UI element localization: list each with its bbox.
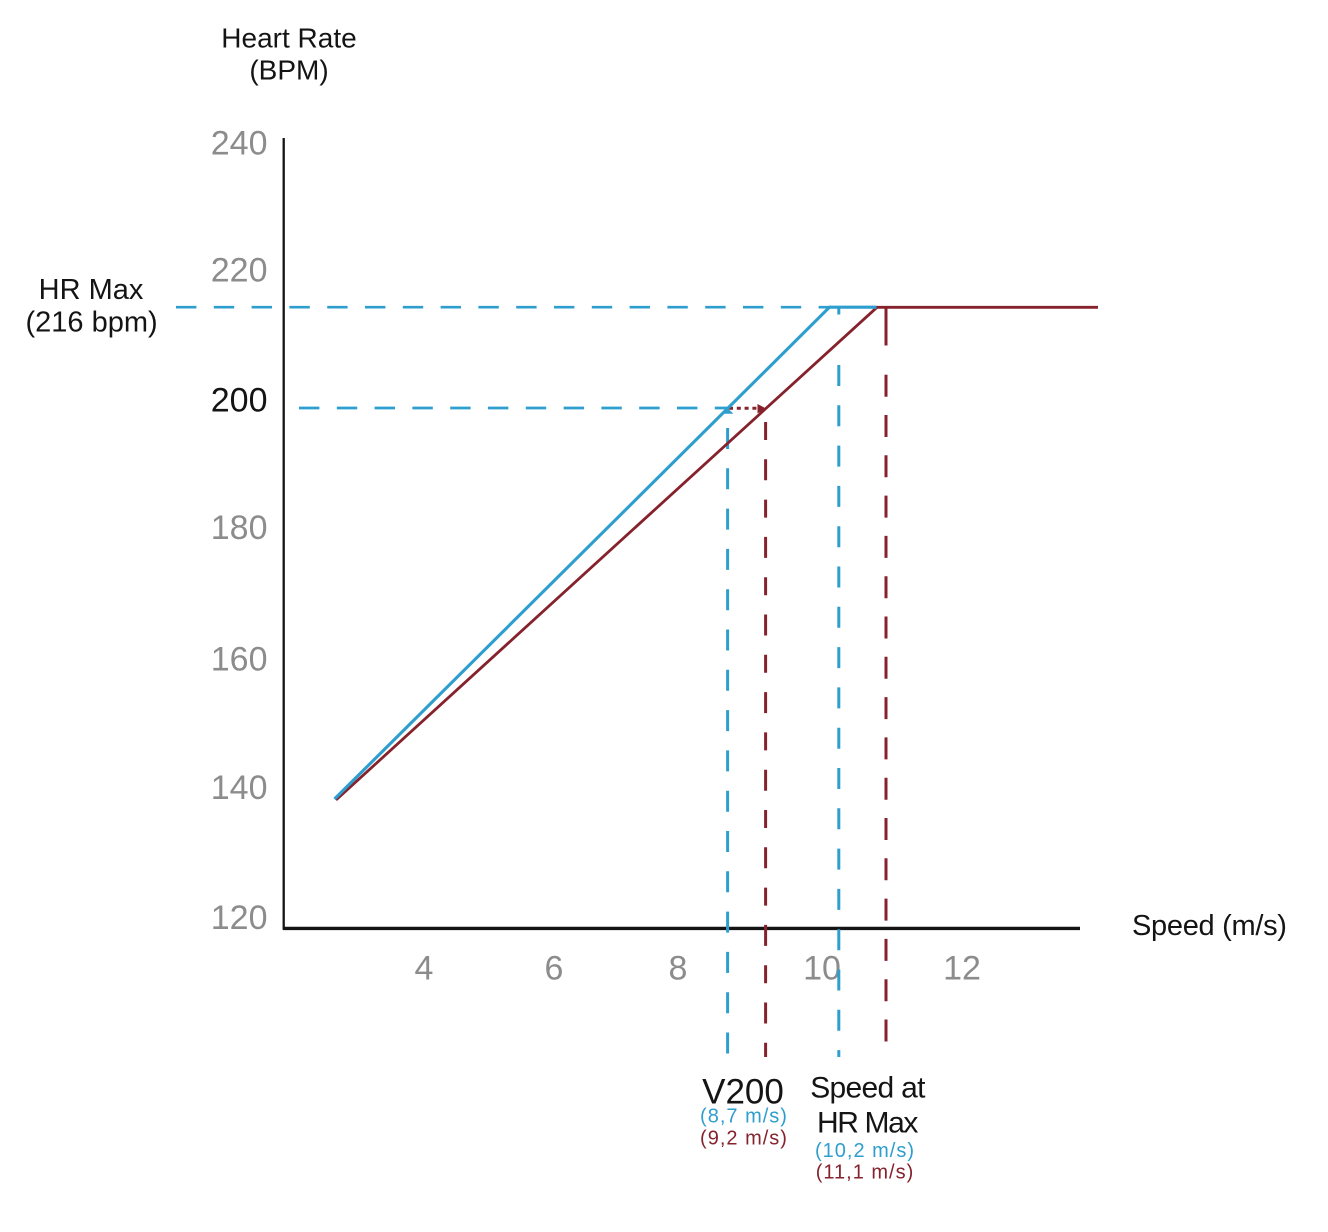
svg-text:220: 220 [211,252,268,290]
svg-text:(BPM): (BPM) [249,55,328,86]
svg-text:(9,2 m/s): (9,2 m/s) [700,1128,788,1150]
svg-text:120: 120 [211,899,268,937]
svg-text:Speed at: Speed at [810,1071,926,1104]
svg-text:240: 240 [211,125,268,163]
svg-text:(11,1 m/s): (11,1 m/s) [816,1162,915,1184]
svg-text:(8,7 m/s): (8,7 m/s) [700,1106,788,1128]
svg-text:HR Max: HR Max [39,274,144,306]
svg-text:Heart Rate: Heart Rate [221,23,356,54]
svg-text:6: 6 [545,950,564,988]
svg-text:140: 140 [211,769,268,807]
svg-text:180: 180 [211,509,268,547]
svg-text:(216 bpm): (216 bpm) [26,307,158,339]
svg-text:200: 200 [211,382,268,420]
svg-text:4: 4 [415,950,434,988]
svg-text:V200: V200 [702,1073,784,1112]
svg-text:(10,2 m/s): (10,2 m/s) [815,1140,915,1162]
svg-text:10: 10 [803,950,841,988]
svg-text:Speed (m/s): Speed (m/s) [1132,910,1287,942]
svg-text:12: 12 [943,950,981,988]
svg-text:HR Max: HR Max [817,1107,918,1140]
svg-text:160: 160 [211,641,268,679]
svg-text:8: 8 [669,950,688,988]
